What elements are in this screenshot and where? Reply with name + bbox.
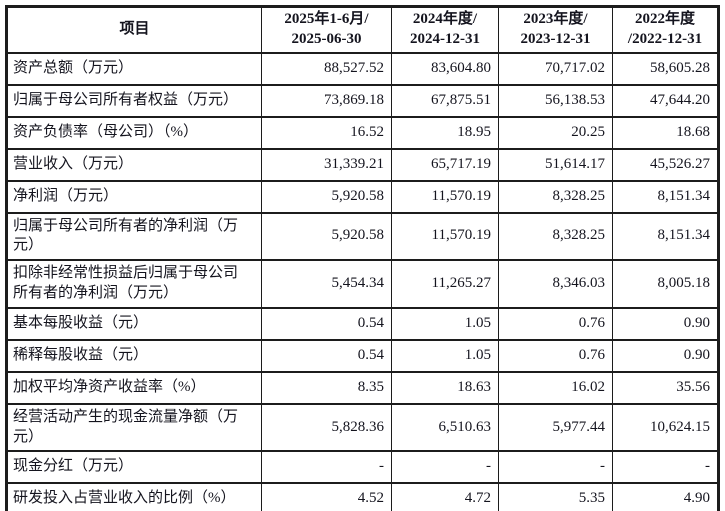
financial-summary-table: 项目 2025年1-6月/ 2025-06-30 2024年度/ 2024-12…	[5, 5, 720, 511]
row-label: 净利润（万元）	[6, 179, 262, 214]
row-value: 58,605.28	[612, 51, 719, 86]
table-row: 加权平均净资产收益率（%） 8.35 18.63 16.02 35.56	[6, 370, 719, 405]
period-label-line1: 2024年度/	[412, 11, 478, 27]
row-value: 8,151.34	[612, 211, 719, 262]
period-label-line1: 2023年度/	[523, 11, 588, 27]
column-header-period-2022: 2022年度 /2022-12-31	[612, 5, 719, 54]
row-value: 11,570.19	[391, 211, 499, 262]
row-value: -	[391, 450, 499, 485]
header-row: 项目 2025年1-6月/ 2025-06-30 2024年度/ 2024-12…	[6, 5, 719, 54]
row-value: 0.76	[498, 338, 613, 373]
row-value: 0.76	[498, 306, 613, 341]
row-value: 1.05	[391, 338, 499, 373]
row-value: 31,339.21	[261, 147, 392, 182]
row-value: 16.02	[498, 370, 613, 405]
row-value: 5,920.58	[261, 179, 392, 214]
table-row: 基本每股收益（元） 0.54 1.05 0.76 0.90	[6, 306, 719, 341]
row-value: 8,005.18	[612, 259, 719, 309]
row-label: 基本每股收益（元）	[6, 306, 262, 341]
row-label: 扣除非经常性损益后归属于母公司所有者的净利润（万元）	[6, 259, 262, 309]
table-row: 资产负债率（母公司）（%） 16.52 18.95 20.25 18.68	[6, 115, 719, 150]
table-row: 归属于母公司所有者的净利润（万元） 5,920.58 11,570.19 8,3…	[6, 211, 719, 262]
row-label: 资产总额（万元）	[6, 51, 262, 86]
row-value: 5,977.44	[498, 402, 613, 453]
period-label-line2: 2023-12-31	[520, 30, 591, 47]
row-value: 10,624.15	[612, 402, 719, 453]
row-value: 8,151.34	[612, 179, 719, 214]
row-value: 47,644.20	[612, 83, 719, 118]
row-value: 1.05	[391, 306, 499, 341]
period-label-line1: 2022年度	[634, 11, 695, 27]
row-value: 11,570.19	[391, 179, 499, 214]
row-label: 资产负债率（母公司）（%）	[6, 115, 262, 150]
row-label: 经营活动产生的现金流量净额（万元）	[6, 402, 262, 453]
row-value: 5,920.58	[261, 211, 392, 262]
row-value: 16.52	[261, 115, 392, 150]
row-value: 8,328.25	[498, 211, 613, 262]
period-label-line2: /2022-12-31	[627, 30, 703, 47]
row-label: 营业收入（万元）	[6, 147, 262, 182]
row-label: 稀释每股收益（元）	[6, 338, 262, 373]
row-value: 0.90	[612, 338, 719, 373]
table-row: 稀释每股收益（元） 0.54 1.05 0.76 0.90	[6, 338, 719, 373]
row-value: 5,454.34	[261, 259, 392, 309]
column-header-item: 项目	[6, 5, 262, 54]
table-row: 扣除非经常性损益后归属于母公司所有者的净利润（万元） 5,454.34 11,2…	[6, 259, 719, 309]
row-label: 研发投入占营业收入的比例（%）	[6, 482, 262, 511]
column-header-period-2023: 2023年度/ 2023-12-31	[498, 5, 613, 54]
table-row: 研发投入占营业收入的比例（%） 4.52 4.72 5.35 4.90	[6, 482, 719, 511]
row-value: 6,510.63	[391, 402, 499, 453]
period-label-line1: 2025年1-6月/	[284, 11, 369, 27]
row-value: 56,138.53	[498, 83, 613, 118]
row-value: 83,604.80	[391, 51, 499, 86]
row-value: 45,526.27	[612, 147, 719, 182]
row-value: 4.90	[612, 482, 719, 511]
row-value: 65,717.19	[391, 147, 499, 182]
column-header-period-2024: 2024年度/ 2024-12-31	[391, 5, 499, 54]
row-value: 88,527.52	[261, 51, 392, 86]
row-label: 归属于母公司所有者的净利润（万元）	[6, 211, 262, 262]
period-label-line2: 2024-12-31	[410, 30, 480, 47]
item-header-label: 项目	[119, 20, 150, 37]
row-value: -	[498, 450, 613, 485]
table-row: 资产总额（万元） 88,527.52 83,604.80 70,717.02 5…	[6, 51, 719, 86]
row-value: 67,875.51	[391, 83, 499, 118]
row-value: -	[612, 450, 719, 485]
column-header-period-2025: 2025年1-6月/ 2025-06-30	[261, 5, 392, 54]
row-label: 现金分红（万元）	[6, 450, 262, 485]
table-row: 净利润（万元） 5,920.58 11,570.19 8,328.25 8,15…	[6, 179, 719, 214]
row-label: 加权平均净资产收益率（%）	[6, 370, 262, 405]
row-value: 70,717.02	[498, 51, 613, 86]
row-value: 73,869.18	[261, 83, 392, 118]
row-value: -	[261, 450, 392, 485]
row-value: 4.72	[391, 482, 499, 511]
table-row: 现金分红（万元） - - - -	[6, 450, 719, 485]
row-value: 18.68	[612, 115, 719, 150]
row-value: 0.54	[261, 306, 392, 341]
row-value: 18.63	[391, 370, 499, 405]
row-value: 0.54	[261, 338, 392, 373]
row-value: 8,328.25	[498, 179, 613, 214]
row-value: 8.35	[261, 370, 392, 405]
row-value: 5.35	[498, 482, 613, 511]
row-value: 35.56	[612, 370, 719, 405]
row-value: 11,265.27	[391, 259, 499, 309]
row-value: 4.52	[261, 482, 392, 511]
row-value: 20.25	[498, 115, 613, 150]
row-value: 0.90	[612, 306, 719, 341]
table-row: 营业收入（万元） 31,339.21 65,717.19 51,614.17 4…	[6, 147, 719, 182]
period-label-line2: 2025-06-30	[291, 30, 362, 47]
table-row: 归属于母公司所有者权益（万元） 73,869.18 67,875.51 56,1…	[6, 83, 719, 118]
row-value: 8,346.03	[498, 259, 613, 309]
row-value: 51,614.17	[498, 147, 613, 182]
table-row: 经营活动产生的现金流量净额（万元） 5,828.36 6,510.63 5,97…	[6, 402, 719, 453]
row-label: 归属于母公司所有者权益（万元）	[6, 83, 262, 118]
row-value: 18.95	[391, 115, 499, 150]
row-value: 5,828.36	[261, 402, 392, 453]
